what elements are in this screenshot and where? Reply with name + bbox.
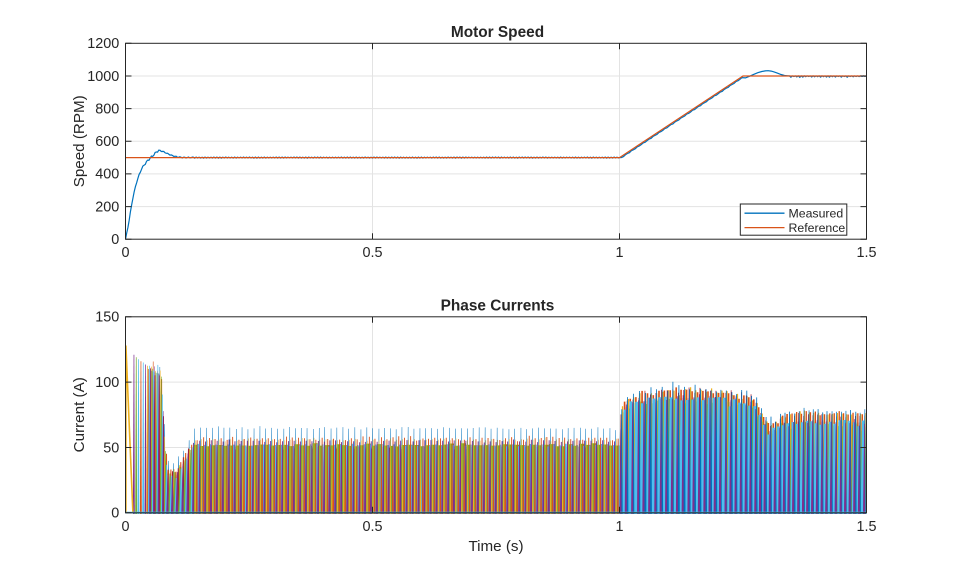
svg-text:0.5: 0.5 [362, 245, 382, 261]
svg-text:50: 50 [103, 440, 119, 456]
svg-text:Current (A): Current (A) [71, 377, 88, 452]
svg-text:100: 100 [95, 375, 119, 391]
svg-text:150: 150 [95, 310, 119, 326]
svg-text:Measured: Measured [789, 206, 844, 220]
svg-text:Speed (RPM): Speed (RPM) [71, 95, 88, 187]
svg-text:0: 0 [111, 232, 119, 248]
svg-text:200: 200 [95, 199, 119, 215]
svg-text:1000: 1000 [87, 69, 119, 85]
svg-text:Reference: Reference [789, 221, 846, 235]
svg-text:Phase Currents: Phase Currents [441, 297, 555, 314]
svg-text:Motor Speed: Motor Speed [451, 24, 544, 41]
svg-text:0: 0 [121, 519, 129, 535]
svg-text:800: 800 [95, 101, 119, 117]
svg-text:1.5: 1.5 [856, 245, 876, 261]
svg-text:0.5: 0.5 [362, 519, 382, 535]
svg-text:400: 400 [95, 167, 119, 183]
svg-text:1: 1 [615, 245, 623, 261]
svg-text:1200: 1200 [87, 36, 119, 52]
svg-text:0: 0 [111, 506, 119, 522]
svg-text:0: 0 [121, 245, 129, 261]
svg-text:600: 600 [95, 134, 119, 150]
svg-text:Time (s): Time (s) [468, 538, 523, 555]
svg-text:1: 1 [615, 519, 623, 535]
svg-text:1.5: 1.5 [856, 519, 876, 535]
